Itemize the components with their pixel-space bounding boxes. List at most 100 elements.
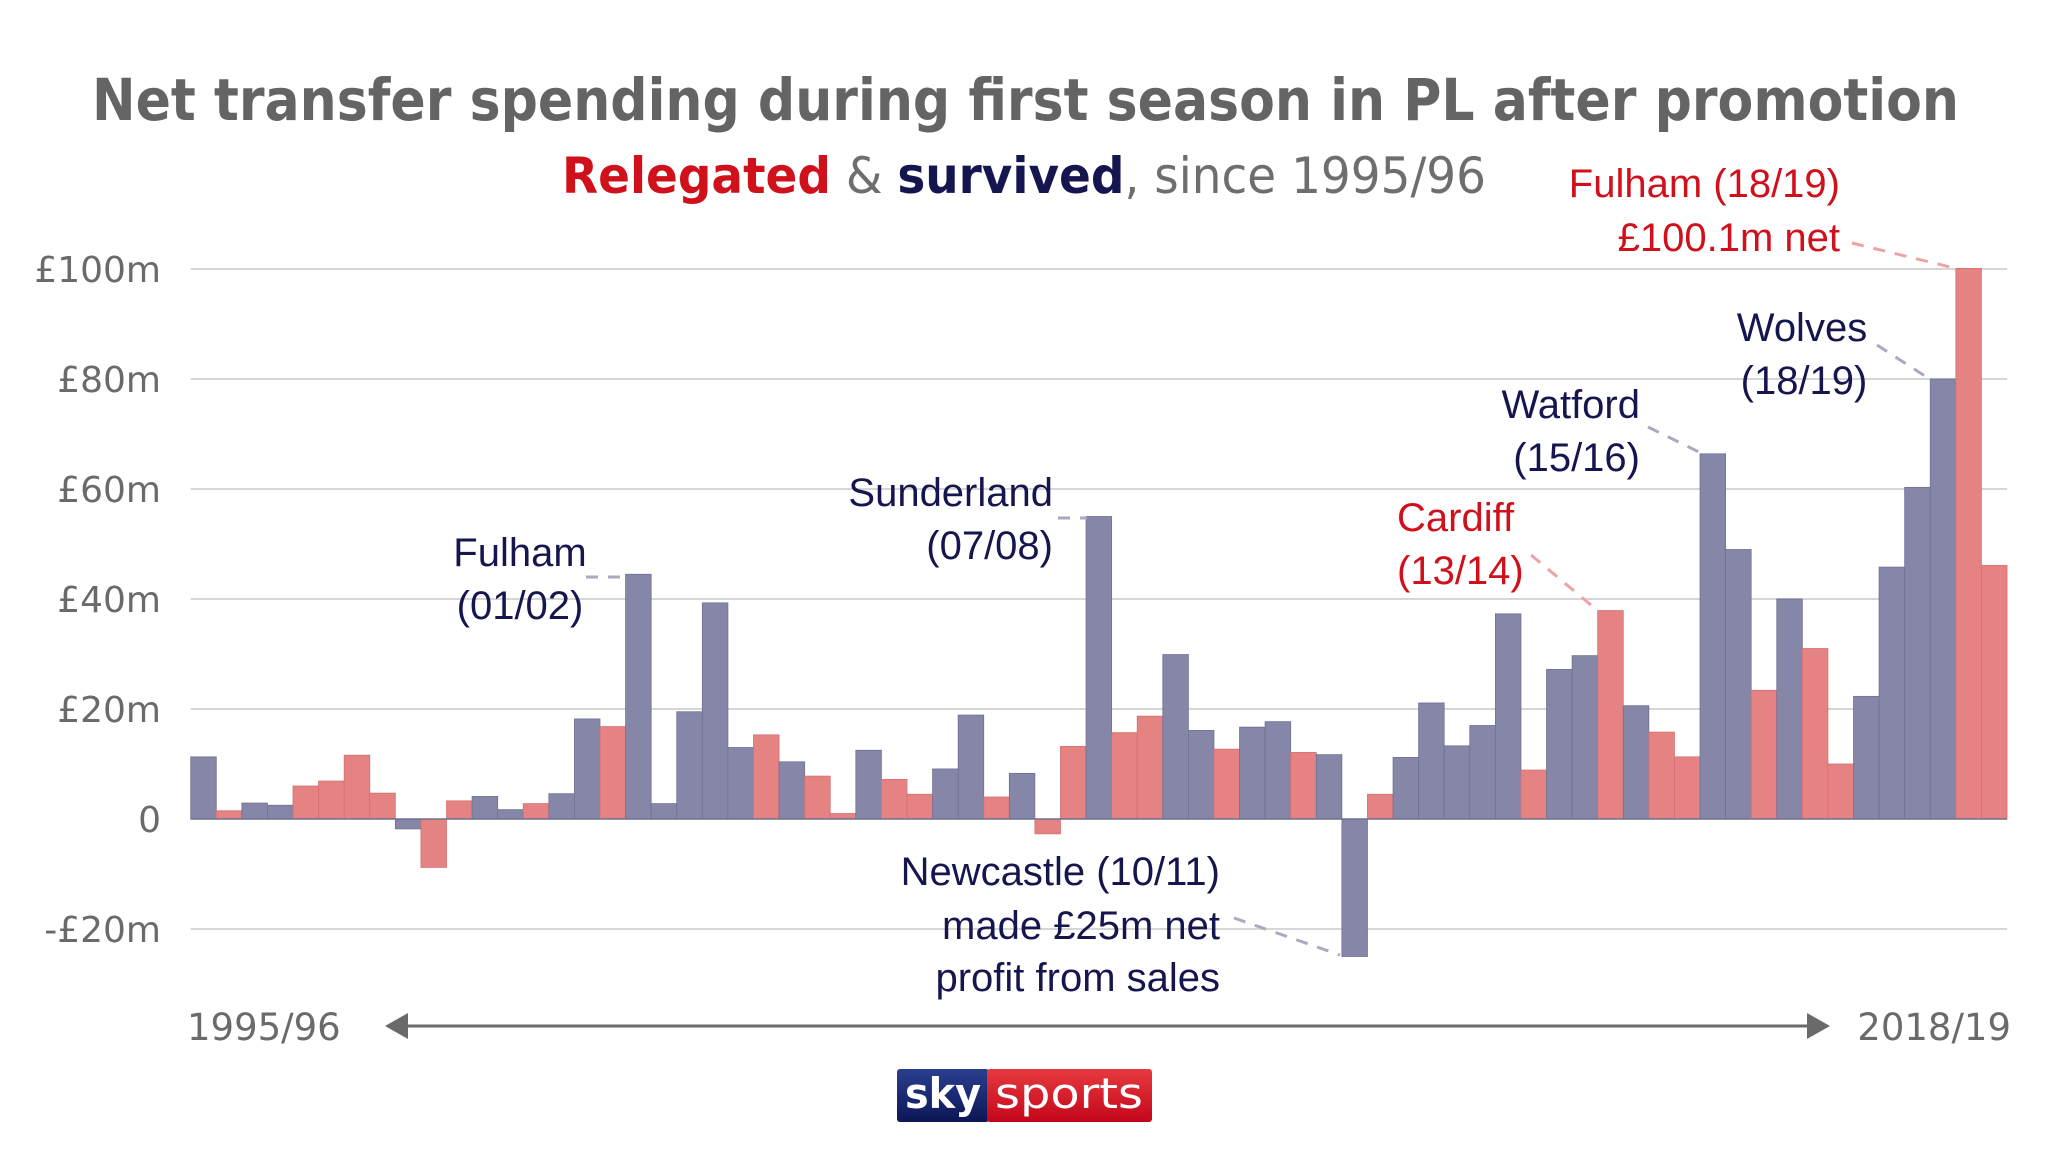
bar-survived-42 — [1239, 726, 1266, 820]
y-tick-label: -£20m — [44, 910, 161, 951]
subtitle-ampersand: & — [831, 147, 897, 205]
chart-subtitle: Relegated & survived, since 1995/96 — [562, 147, 1486, 205]
bar-relegated-17 — [599, 726, 626, 820]
annotation-line: (01/02) — [457, 584, 584, 628]
bar-survived-50 — [1443, 745, 1471, 820]
bar-survived-66 — [1853, 695, 1880, 820]
bar-relegated-8 — [369, 792, 396, 820]
annotation-leader-line — [1647, 425, 1702, 455]
subtitle-relegated: Relegated — [562, 147, 831, 205]
bar-survived-60 — [1699, 453, 1727, 820]
annotation-line: £100.1m net — [1618, 216, 1840, 260]
bar-relegated-58 — [1648, 731, 1675, 820]
sky-sports-logo: sky sports — [897, 1069, 1152, 1122]
bar-relegated-65 — [1827, 763, 1854, 820]
annotation-fulham-1819: Fulham (18/19) £100.1m net — [1569, 162, 1955, 270]
bar-survived-49 — [1418, 702, 1445, 820]
bar-survived-1 — [190, 756, 217, 820]
bar-survived-45 — [1315, 754, 1343, 820]
bar-survived-57 — [1622, 705, 1650, 820]
bar-survived-30 — [932, 768, 959, 820]
bar-survived-21 — [701, 602, 729, 820]
annotation-wolves-1819: Wolves (18/19) — [1737, 306, 1929, 403]
annotation-line: Watford — [1501, 383, 1640, 427]
bar-survived-15 — [548, 793, 575, 820]
bar-survived-46 — [1341, 818, 1368, 957]
bar-relegated-28 — [881, 779, 908, 820]
annotation-line: Fulham — [453, 531, 586, 575]
bar-survived-61 — [1725, 549, 1752, 820]
bar-survived-12 — [471, 796, 499, 820]
annotation-sunderland-0708: Sunderland (07/08) — [848, 471, 1087, 568]
bar-relegated-37 — [1111, 732, 1138, 820]
bar-relegated-2 — [215, 810, 243, 820]
bar-survived-16 — [574, 718, 601, 820]
subtitle-rest: , since 1995/96 — [1124, 147, 1486, 205]
bar-survived-69 — [1929, 378, 1957, 820]
annotation-line: Sunderland — [848, 471, 1053, 515]
bar-survived-31 — [957, 714, 985, 820]
bar-relegated-10 — [420, 818, 447, 868]
bar-survived-68 — [1904, 486, 1931, 820]
bar-survived-67 — [1878, 566, 1906, 820]
bar-relegated-41 — [1213, 748, 1240, 820]
annotation-line: Fulham (18/19) — [1569, 162, 1840, 206]
bar-relegated-70 — [1955, 268, 1982, 820]
bar-relegated-47 — [1367, 793, 1394, 820]
subtitle-survived: survived — [897, 147, 1124, 205]
bar-relegated-26 — [829, 813, 857, 820]
y-tick-label: 0 — [138, 800, 161, 841]
logo-sky-block — [897, 1069, 989, 1122]
annotation-line: Cardiff — [1397, 496, 1515, 540]
annotation-line: profit from sales — [935, 956, 1220, 1000]
annotation-newcastle-1011: Newcastle (10/11) made £25m net profit f… — [901, 850, 1341, 1000]
bar-relegated-32 — [983, 796, 1010, 820]
annotation-line: (15/16) — [1513, 436, 1640, 480]
period-end-label: 2018/19 — [1857, 1006, 2011, 1049]
bar-survived-48 — [1392, 757, 1420, 820]
bar-relegated-6 — [318, 780, 345, 820]
arrow-right-icon — [1807, 1013, 1830, 1039]
annotation-leader-line — [1851, 241, 1955, 270]
annotation-line: made £25m net — [942, 904, 1220, 948]
bar-relegated-53 — [1520, 769, 1547, 820]
bar-survived-13 — [497, 809, 524, 820]
bar-survived-19 — [650, 803, 678, 820]
annotation-leader-line — [1876, 343, 1929, 380]
bar-relegated-56 — [1597, 610, 1624, 820]
bar-survived-33 — [1008, 772, 1036, 820]
bar-relegated-29 — [906, 793, 933, 820]
bar-survived-55 — [1571, 655, 1599, 820]
bar-survived-36 — [1085, 516, 1113, 820]
period-start-label: 1995/96 — [187, 1006, 341, 1049]
bar-survived-52 — [1494, 613, 1522, 820]
y-tick-label: £60m — [57, 470, 161, 511]
bar-survived-24 — [778, 761, 806, 820]
bar-survived-4 — [267, 804, 294, 820]
bar-survived-27 — [855, 749, 882, 820]
bar-relegated-38 — [1136, 715, 1164, 820]
annotation-fulham-0102: Fulham (01/02) — [453, 531, 626, 628]
bar-survived-18 — [625, 573, 652, 820]
time-range: 1995/96 2018/19 — [187, 1006, 2011, 1049]
y-tick-label: £80m — [57, 360, 161, 401]
bar-relegated-25 — [804, 775, 831, 820]
bar-survived-20 — [676, 711, 703, 820]
annotation-line: Wolves — [1737, 306, 1867, 350]
bar-survived-3 — [241, 802, 268, 820]
bar-relegated-44 — [1290, 752, 1317, 820]
bar-survived-9 — [394, 818, 422, 830]
bar-relegated-11 — [446, 800, 473, 820]
bar-relegated-34 — [1034, 818, 1061, 835]
arrow-left-icon — [385, 1013, 408, 1039]
logo-sky-text: sky — [905, 1069, 981, 1118]
logo-sports-block — [987, 1069, 1152, 1122]
bar-relegated-64 — [1801, 648, 1829, 820]
bar-survived-39 — [1162, 654, 1189, 820]
annotation-watford-1516: Watford (15/16) — [1501, 383, 1702, 480]
bar-relegated-23 — [753, 734, 780, 820]
annotation-cardiff-1314: Cardiff (13/14) — [1397, 496, 1598, 612]
bar-survived-54 — [1546, 669, 1573, 820]
bar-relegated-71 — [1981, 565, 2008, 820]
